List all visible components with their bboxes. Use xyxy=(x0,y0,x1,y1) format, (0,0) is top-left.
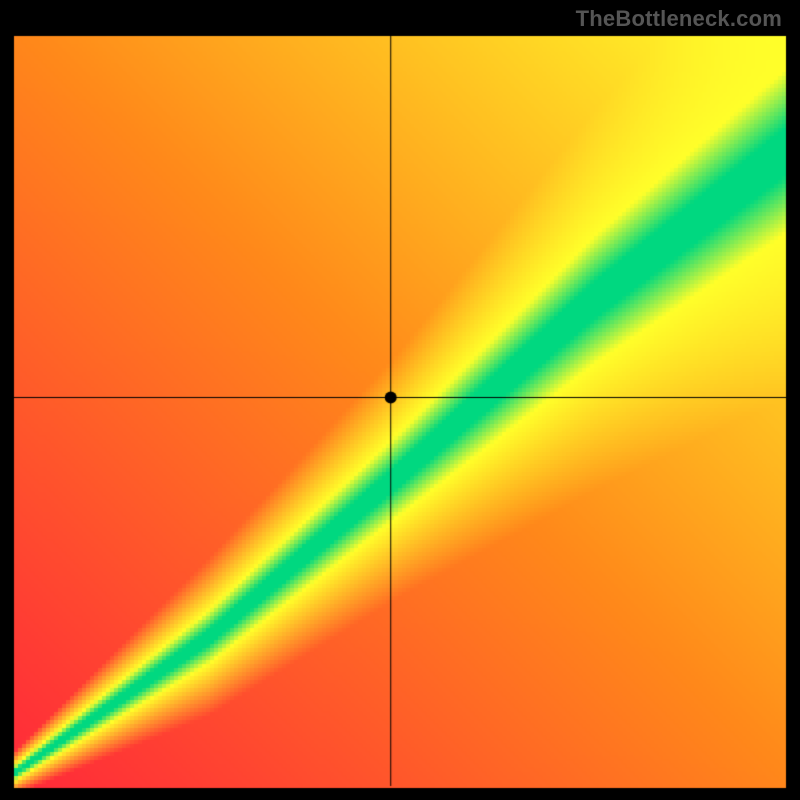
chart-container: TheBottleneck.com xyxy=(0,0,800,800)
watermark-text: TheBottleneck.com xyxy=(576,6,782,32)
heatmap-canvas xyxy=(0,0,800,800)
